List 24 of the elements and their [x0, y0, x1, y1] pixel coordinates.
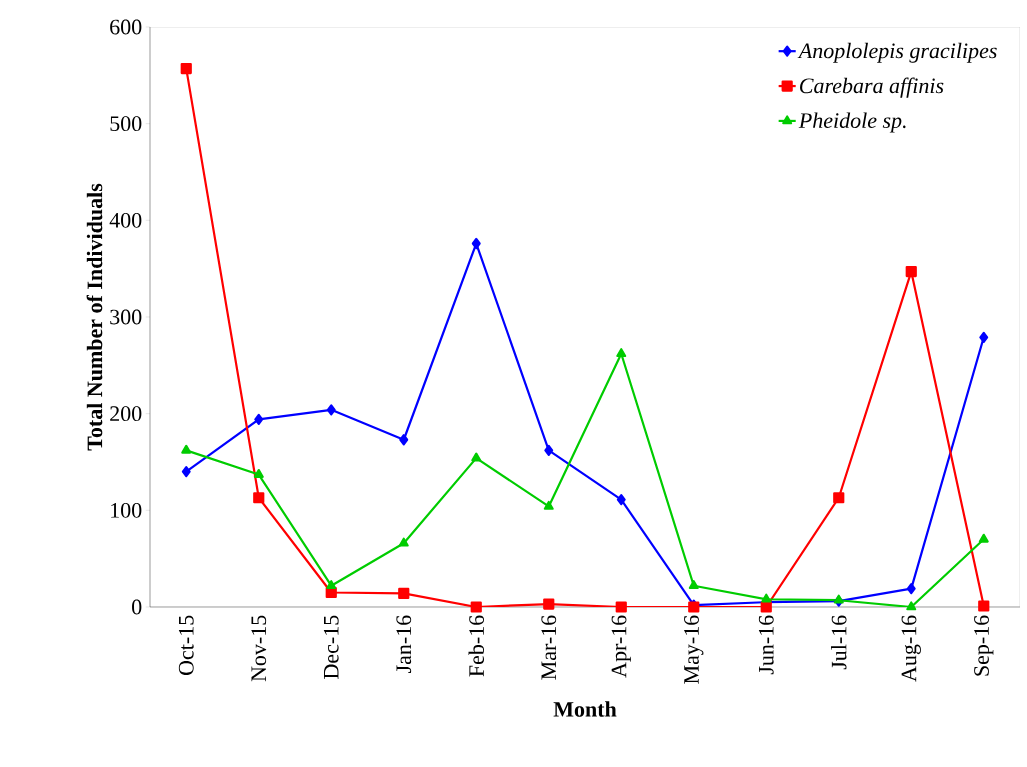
y-tick-label: 600 [110, 19, 142, 35]
x-tick-label: Feb-16 [468, 615, 484, 677]
y-tick-label: 400 [109, 212, 142, 228]
x-tick-label: Mar-16 [541, 615, 557, 680]
x-axis-title: Month [553, 701, 617, 717]
y-tick-label: 300 [110, 309, 142, 325]
x-tick-label: Dec-15 [323, 615, 339, 679]
x-tick-label: Apr-16 [611, 615, 631, 678]
x-tick-label: Jun-16 [758, 615, 774, 675]
y-tick-label: 100 [111, 502, 142, 518]
x-tick-label: Oct-15 [178, 615, 194, 675]
x-tick-label: Sep-16 [974, 615, 994, 676]
y-tick-label: 0 [132, 599, 142, 615]
y-axis-title: Total Number of Individuals [86, 183, 103, 451]
legend-label: Pheidole sp. [798, 112, 906, 133]
y-tick-label: 500 [110, 116, 142, 132]
y-tick-label: 200 [110, 406, 142, 422]
x-tick-label: May-16 [684, 615, 704, 684]
x-tick-label: Aug-16 [901, 615, 921, 682]
x-tick-label: Jul-16 [831, 615, 847, 670]
legend-label: Carebara affinis [800, 77, 944, 98]
x-tick-label: Nov-15 [251, 615, 267, 682]
x-tick-label: Jan-16 [396, 615, 412, 673]
legend-label: Anoplolepis gracilipes [797, 42, 997, 63]
